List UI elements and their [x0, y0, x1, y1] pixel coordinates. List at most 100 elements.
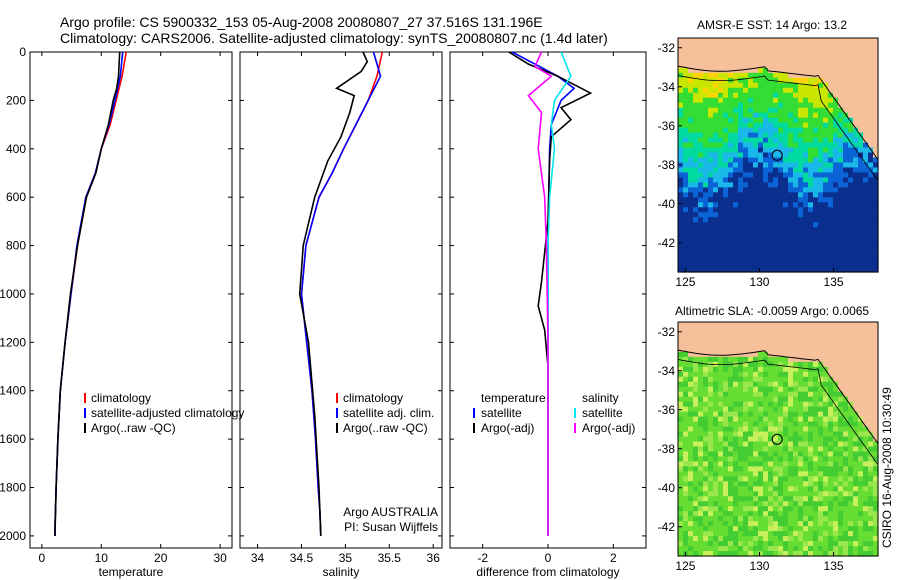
map-cell — [708, 127, 714, 134]
map-cell — [833, 197, 839, 203]
map-cell — [763, 262, 769, 268]
map-cell — [793, 38, 799, 44]
map-cell — [873, 391, 879, 398]
map-cell — [778, 202, 784, 208]
map-cell — [743, 506, 749, 512]
map-cell — [848, 227, 854, 233]
map-cell — [743, 38, 749, 44]
map-cell — [708, 182, 714, 188]
map-cell — [838, 396, 844, 403]
map-cell — [868, 456, 874, 463]
map-cell — [708, 137, 714, 144]
map-cell — [718, 486, 724, 492]
map-cell — [873, 47, 879, 54]
map-cell — [683, 132, 689, 139]
map-cell — [768, 102, 774, 109]
map-cell — [743, 406, 749, 413]
map-cell — [693, 396, 699, 403]
map-cell — [723, 411, 729, 418]
map-cell — [858, 426, 864, 433]
map-cell — [813, 202, 819, 208]
map-cell — [868, 411, 874, 418]
map-cell — [803, 336, 809, 343]
map-cell — [818, 172, 824, 179]
map-cell — [708, 346, 714, 353]
map-cell — [808, 92, 814, 99]
map-cell — [803, 371, 809, 378]
map-cell — [748, 232, 754, 238]
map-cell — [793, 62, 799, 69]
map-cell — [758, 381, 764, 388]
map-cell — [688, 62, 694, 69]
map-cell — [713, 431, 719, 438]
map-cell — [868, 152, 874, 159]
map-cell — [698, 192, 704, 198]
map-cell — [858, 506, 864, 512]
map-cell — [703, 97, 709, 104]
map-cell — [778, 541, 784, 547]
map-cell — [703, 511, 709, 517]
map-cell — [743, 172, 749, 179]
map-cell — [738, 227, 744, 233]
map-cell — [753, 326, 759, 333]
map-cell — [693, 197, 699, 203]
map-cell — [868, 212, 874, 218]
map-cell — [753, 376, 759, 383]
map-cell — [833, 341, 839, 348]
map-cell — [828, 92, 834, 99]
map-cell — [843, 102, 849, 109]
map-cell — [748, 167, 754, 174]
map-cell — [758, 52, 764, 59]
map-cell — [713, 411, 719, 418]
map-cell — [718, 187, 724, 193]
map-cell — [693, 267, 699, 273]
map-cell — [838, 416, 844, 423]
map-cell — [743, 381, 749, 388]
map-cell — [783, 102, 789, 109]
map-cell — [723, 446, 729, 453]
map-cell — [723, 242, 729, 248]
map-cell — [703, 247, 709, 253]
map-cell — [828, 446, 834, 453]
map-cell — [838, 521, 844, 527]
map-cell — [798, 212, 804, 218]
map-cell — [828, 326, 834, 333]
map-cell — [688, 551, 694, 557]
map-cell — [818, 112, 824, 119]
map-cell — [828, 117, 834, 124]
map-cell — [728, 212, 734, 218]
map-cell — [838, 486, 844, 492]
map-cell — [693, 142, 699, 149]
map-cell — [818, 341, 824, 348]
map-cell — [838, 386, 844, 393]
map-cell — [848, 541, 854, 547]
map-cell — [818, 87, 824, 94]
map-cell — [678, 242, 684, 248]
map-cell — [828, 102, 834, 109]
map-cell — [683, 381, 689, 388]
map-cell — [838, 137, 844, 144]
map-cell — [843, 496, 849, 502]
map-cell — [783, 361, 789, 368]
map-cell — [768, 376, 774, 383]
map-cell — [708, 162, 714, 169]
map-cell — [858, 481, 864, 487]
map-cell — [848, 67, 854, 74]
map-cell — [743, 157, 749, 164]
map-cell — [778, 172, 784, 179]
map-cell — [808, 341, 814, 348]
map-cell — [798, 491, 804, 497]
map-cell — [873, 202, 879, 208]
map-cell — [808, 381, 814, 388]
map-cell — [833, 451, 839, 458]
map-cell — [778, 72, 784, 79]
map-cell — [873, 237, 879, 243]
map-cell — [783, 516, 789, 522]
map-cell — [743, 97, 749, 104]
map-cell — [873, 541, 879, 547]
map-cell — [773, 526, 779, 532]
map-cell — [728, 431, 734, 438]
map-cell — [863, 152, 869, 159]
map-cell — [868, 331, 874, 338]
map-cell — [753, 202, 759, 208]
